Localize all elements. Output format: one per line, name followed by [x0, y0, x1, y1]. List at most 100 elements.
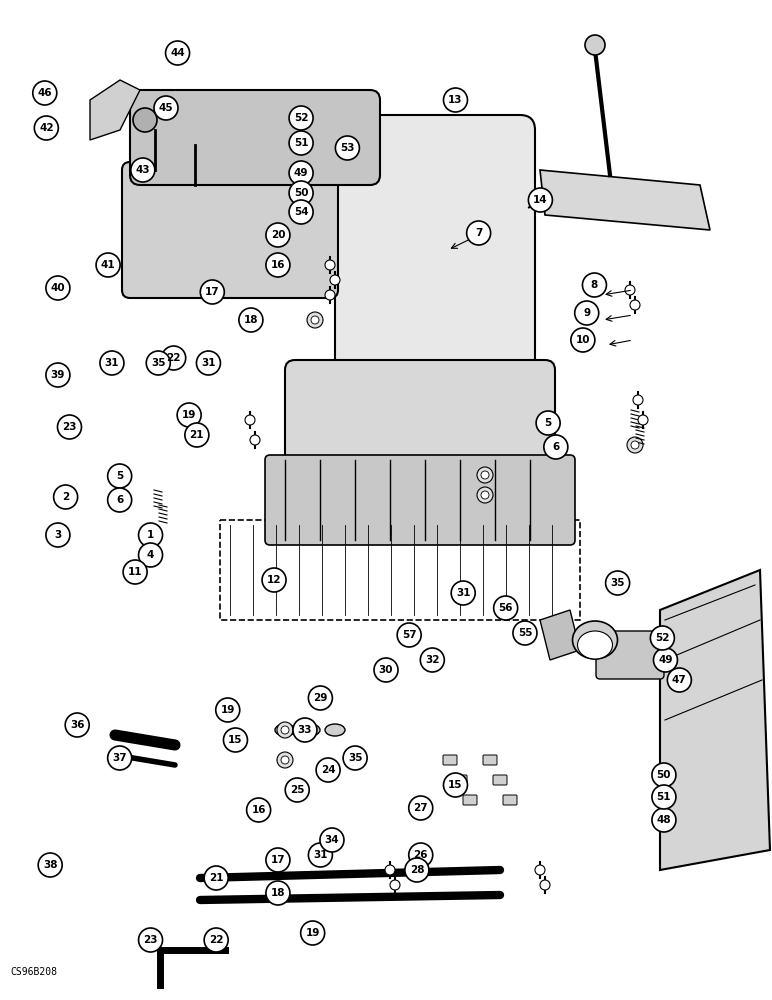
Circle shape: [585, 35, 605, 55]
Text: 19: 19: [221, 705, 235, 715]
Circle shape: [481, 471, 489, 479]
Circle shape: [130, 158, 155, 182]
Circle shape: [481, 491, 489, 499]
Circle shape: [53, 485, 78, 509]
Text: 11: 11: [128, 567, 142, 577]
Circle shape: [385, 865, 395, 875]
Ellipse shape: [300, 724, 320, 736]
Text: 20: 20: [271, 230, 285, 240]
Circle shape: [316, 758, 340, 782]
Text: 13: 13: [449, 95, 462, 105]
Circle shape: [277, 722, 293, 738]
Text: 45: 45: [159, 103, 173, 113]
Text: 18: 18: [271, 888, 285, 898]
Circle shape: [138, 928, 163, 952]
Text: 30: 30: [379, 665, 393, 675]
FancyBboxPatch shape: [503, 795, 517, 805]
Circle shape: [540, 880, 550, 890]
Ellipse shape: [275, 724, 295, 736]
Text: 29: 29: [313, 693, 327, 703]
Circle shape: [123, 560, 147, 584]
Circle shape: [100, 351, 124, 375]
Circle shape: [289, 200, 313, 224]
Circle shape: [420, 648, 445, 672]
Circle shape: [200, 280, 225, 304]
Text: 53: 53: [340, 143, 354, 153]
Circle shape: [408, 843, 433, 867]
FancyBboxPatch shape: [335, 115, 535, 395]
FancyBboxPatch shape: [463, 795, 477, 805]
Text: 31: 31: [313, 850, 327, 860]
Circle shape: [266, 253, 290, 277]
Circle shape: [325, 290, 335, 300]
Text: 33: 33: [298, 725, 312, 735]
Text: 46: 46: [38, 88, 52, 98]
Circle shape: [528, 188, 553, 212]
Text: 49: 49: [659, 655, 672, 665]
Circle shape: [466, 221, 491, 245]
Circle shape: [330, 275, 340, 285]
Text: 10: 10: [576, 335, 590, 345]
Circle shape: [289, 161, 313, 185]
Circle shape: [477, 467, 493, 483]
Text: 47: 47: [672, 675, 687, 685]
Polygon shape: [660, 570, 770, 870]
Circle shape: [513, 621, 537, 645]
Text: 8: 8: [591, 280, 598, 290]
Text: 7: 7: [475, 228, 482, 238]
Text: 56: 56: [499, 603, 513, 613]
Text: 15: 15: [449, 780, 462, 790]
Text: 31: 31: [201, 358, 215, 368]
Circle shape: [57, 415, 82, 439]
FancyBboxPatch shape: [122, 162, 338, 298]
Circle shape: [107, 746, 132, 770]
Circle shape: [308, 843, 333, 867]
Text: 57: 57: [402, 630, 416, 640]
Circle shape: [146, 351, 171, 375]
Circle shape: [543, 435, 568, 459]
Text: 43: 43: [136, 165, 150, 175]
Circle shape: [443, 773, 468, 797]
Text: 12: 12: [267, 575, 281, 585]
Text: 27: 27: [414, 803, 428, 813]
Text: 17: 17: [271, 855, 285, 865]
Circle shape: [266, 881, 290, 905]
Circle shape: [46, 276, 70, 300]
Circle shape: [571, 328, 595, 352]
Text: 21: 21: [209, 873, 223, 883]
Circle shape: [625, 285, 635, 295]
Circle shape: [653, 648, 678, 672]
Text: 6: 6: [116, 495, 124, 505]
Circle shape: [285, 778, 310, 802]
Circle shape: [246, 798, 271, 822]
Text: 22: 22: [209, 935, 223, 945]
Text: 3: 3: [54, 530, 62, 540]
Text: 51: 51: [657, 792, 671, 802]
Circle shape: [38, 853, 63, 877]
Circle shape: [266, 223, 290, 247]
Circle shape: [535, 865, 545, 875]
Circle shape: [627, 437, 643, 453]
Circle shape: [343, 746, 367, 770]
Text: 23: 23: [63, 422, 76, 432]
Circle shape: [308, 686, 333, 710]
Circle shape: [133, 108, 157, 132]
Text: 6: 6: [552, 442, 560, 452]
Circle shape: [65, 713, 90, 737]
Circle shape: [638, 415, 648, 425]
Polygon shape: [90, 80, 140, 140]
Ellipse shape: [577, 631, 612, 659]
FancyBboxPatch shape: [596, 631, 664, 679]
Text: 21: 21: [190, 430, 204, 440]
Circle shape: [215, 698, 240, 722]
Circle shape: [96, 253, 120, 277]
Ellipse shape: [325, 724, 345, 736]
Text: 32: 32: [425, 655, 439, 665]
Text: 38: 38: [43, 860, 57, 870]
Text: 34: 34: [325, 835, 339, 845]
Circle shape: [46, 523, 70, 547]
Circle shape: [630, 300, 640, 310]
Circle shape: [650, 626, 675, 650]
Circle shape: [138, 543, 163, 567]
Text: 39: 39: [51, 370, 65, 380]
